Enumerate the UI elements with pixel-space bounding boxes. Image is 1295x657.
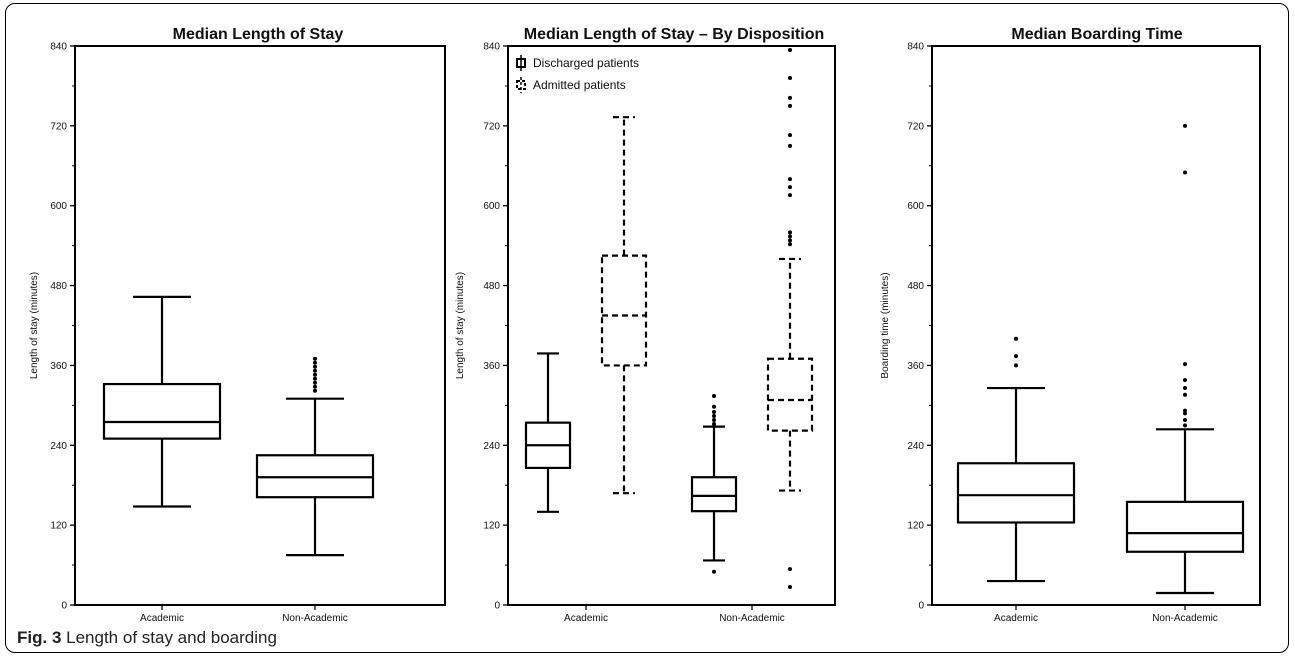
chart2-xtick-label: Academic xyxy=(564,613,608,624)
chart2-ytick-label: 0 xyxy=(494,601,500,612)
chart1-box-non-academic-outlier xyxy=(313,372,317,377)
chart3-box-academic-outlier xyxy=(1014,363,1018,368)
chart2-box-non-academic-dashed-outlier xyxy=(788,177,792,182)
chart2-ytick-label: 240 xyxy=(483,441,500,452)
chart2-ytick-label: 720 xyxy=(483,121,500,132)
chart3-xtick-label: Academic xyxy=(994,613,1038,624)
chart1-box-non-academic-outlier xyxy=(313,380,317,385)
chart3-ytick-label: 840 xyxy=(907,42,924,53)
chart2-box-non-academic-dashed-outlier xyxy=(788,75,792,80)
chart2-box-non-academic-dashed-outlier xyxy=(788,234,792,239)
chart1-ytick-label: 720 xyxy=(50,121,67,132)
chart1-title: Median Length of Stay xyxy=(173,26,344,43)
chart3-box-academic-outlier xyxy=(1014,336,1018,341)
chart3-ytick-label: 720 xyxy=(907,121,924,132)
chart2-box-non-academic-dashed-outlier xyxy=(788,238,792,243)
chart2-box-non-academic-dashed-outlier xyxy=(788,133,792,138)
chart1-box-non-academic-outlier xyxy=(313,364,317,369)
chart2-box-non-academic-dashed-outlier xyxy=(788,567,792,572)
chart1-ytick-label: 600 xyxy=(50,201,67,212)
chart2-box-non-academic-solid-outlier xyxy=(712,414,716,419)
chart1-xtick-label: Academic xyxy=(140,613,184,624)
chart1-box-non-academic-outlier xyxy=(313,368,317,373)
chart3-ylabel: Boarding time (minutes) xyxy=(880,272,891,378)
chart2-ytick-label: 360 xyxy=(483,361,500,372)
chart3-ytick-label: 480 xyxy=(907,281,924,292)
chart3-box-non-academic-outlier xyxy=(1183,362,1187,367)
chart2-ytick-label: 600 xyxy=(483,201,500,212)
chart3-ytick-label: 360 xyxy=(907,361,924,372)
chart2-box-non-academic-dashed-outlier xyxy=(788,585,792,590)
chart2-box-non-academic-solid-outlier xyxy=(712,394,716,399)
chart1-ytick-label: 480 xyxy=(50,281,67,292)
chart2-box-non-academic-dashed-outlier xyxy=(788,47,792,52)
chart1-plot-area xyxy=(74,45,446,606)
chart3-box-academic-outlier xyxy=(1014,354,1018,359)
chart2-box-non-academic-dashed xyxy=(766,357,814,432)
chart3-box-non-academic-outlier xyxy=(1183,417,1187,422)
caption-label: Fig. 3 xyxy=(17,628,62,647)
chart2-box-non-academic-dashed-outlier xyxy=(788,95,792,100)
chart1-xtick-label: Non-Academic xyxy=(282,613,348,624)
chart1-box-non-academic-outlier xyxy=(313,388,317,393)
chart3-ytick-label: 0 xyxy=(918,601,924,612)
chart2-box-non-academic-dashed-outlier xyxy=(788,103,792,108)
chart3-box-non-academic-outlier xyxy=(1183,170,1187,175)
chart2-box-non-academic-dashed-outlier xyxy=(788,230,792,235)
chart2-ytick-label: 840 xyxy=(483,42,500,53)
chart2-box-non-academic-solid-outlier xyxy=(712,569,716,574)
chart1-box-non-academic-outlier xyxy=(313,376,317,381)
chart3-title: Median Boarding Time xyxy=(1011,26,1182,43)
chart3-xtick-label: Non-Academic xyxy=(1152,613,1218,624)
chart1-box-non-academic-outlier xyxy=(313,356,317,361)
chart2-ytick-label: 480 xyxy=(483,281,500,292)
chart2-box-non-academic-dashed-outlier xyxy=(788,193,792,198)
chart2-box-non-academic-solid-outlier xyxy=(712,404,716,409)
chart3-box-non-academic xyxy=(1125,500,1245,553)
chart2-box-non-academic-dashed-outlier xyxy=(788,242,792,247)
figure-caption: Fig. 3 Length of stay and boarding xyxy=(17,628,277,648)
chart2-legend-label-solid: Discharged patients xyxy=(533,56,639,70)
chart2-box-non-academic-solid-outlier xyxy=(712,417,716,422)
chart2-box-non-academic-dashed-outlier xyxy=(788,185,792,190)
chart1-ytick-label: 0 xyxy=(61,601,67,612)
chart1-ytick-label: 240 xyxy=(50,441,67,452)
chart2-plot-area xyxy=(507,45,836,606)
caption-text: Length of stay and boarding xyxy=(66,628,277,647)
chart3-ytick-label: 120 xyxy=(907,521,924,532)
chart2-title: Median Length of Stay – By Disposition xyxy=(524,26,824,43)
chart1-box-non-academic-outlier xyxy=(313,384,317,389)
chart3-box-non-academic-outlier xyxy=(1183,392,1187,397)
chart3-box-non-academic-outlier xyxy=(1183,423,1187,428)
figure-frame: Fig. 3 Length of stay and boarding xyxy=(5,3,1289,653)
chart3-box-academic xyxy=(956,462,1076,524)
chart3-ytick-label: 600 xyxy=(907,201,924,212)
chart1-ytick-label: 360 xyxy=(50,361,67,372)
chart2-ylabel: Length of stay (minutes) xyxy=(455,272,466,379)
chart2-box-non-academic-dashed-outlier xyxy=(788,143,792,148)
chart3-box-non-academic-outlier xyxy=(1183,123,1187,128)
chart1-ytick-label: 840 xyxy=(50,42,67,53)
chart2-box-non-academic-solid-outlier xyxy=(712,410,716,415)
chart2-box-non-academic-solid xyxy=(690,476,738,513)
chart3-box-non-academic-outlier xyxy=(1183,386,1187,391)
chart1-box-non-academic-outlier xyxy=(313,360,317,365)
chart2-legend-label-dashed: Admitted patients xyxy=(533,78,626,92)
chart2-box-non-academic-solid-outlier xyxy=(712,421,716,426)
chart3-box-non-academic-outlier xyxy=(1183,408,1187,413)
chart1-ylabel: Length of stay (minutes) xyxy=(29,272,40,379)
chart2-xtick-label: Non-Academic xyxy=(719,613,785,624)
chart2-ytick-label: 120 xyxy=(483,521,500,532)
chart1-box-academic xyxy=(102,382,222,440)
chart2-box-academic-dashed xyxy=(600,254,648,367)
chart3-ytick-label: 240 xyxy=(907,441,924,452)
chart3-box-non-academic-outlier xyxy=(1183,378,1187,383)
chart1-ytick-label: 120 xyxy=(50,521,67,532)
